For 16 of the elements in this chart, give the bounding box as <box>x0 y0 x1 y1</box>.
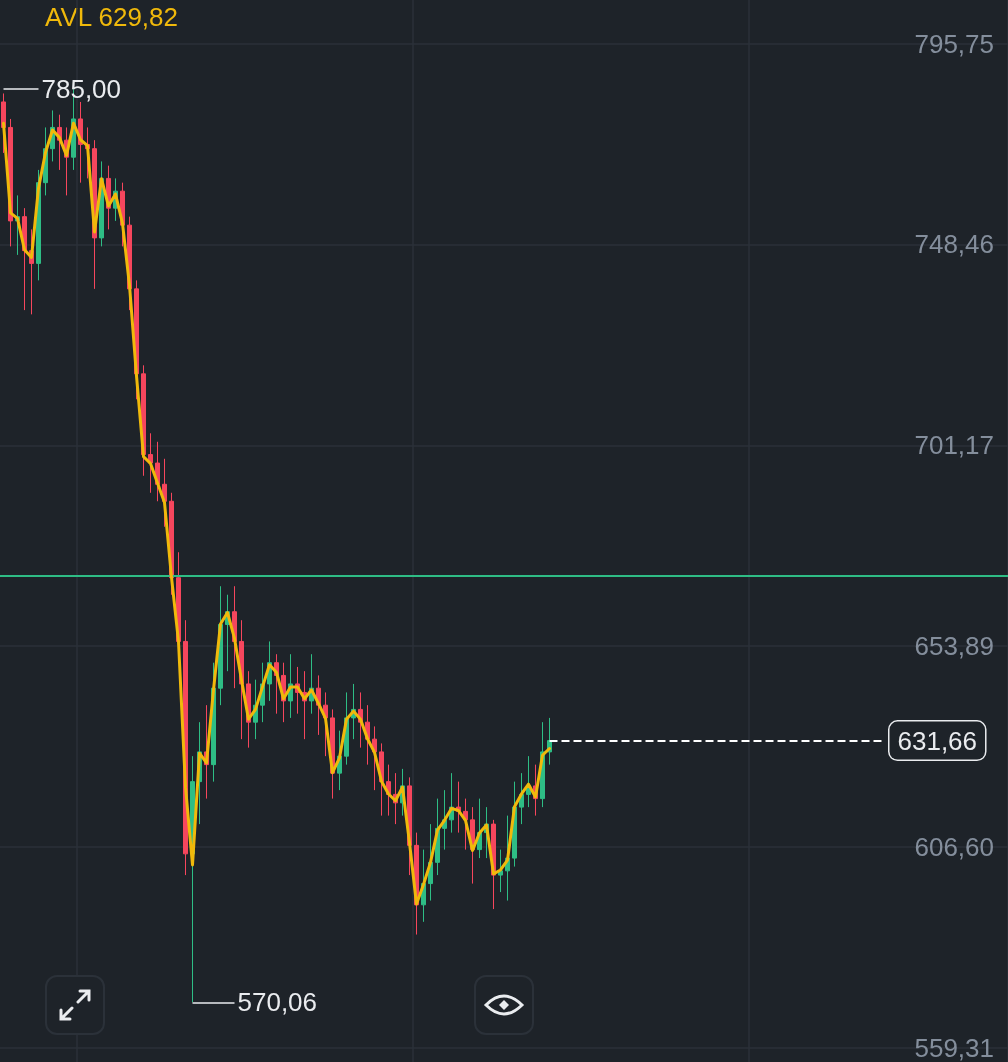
y-tick-label: 748,46 <box>914 229 994 260</box>
candlestick <box>148 432 153 494</box>
ref-line-label: 631,66 <box>897 725 978 756</box>
y-tick-label: 606,60 <box>914 832 994 863</box>
line-series <box>2 121 551 906</box>
candlestick <box>442 789 447 851</box>
candlestick <box>519 772 524 825</box>
candlestick <box>386 764 391 817</box>
y-tick-label: 795,75 <box>914 28 994 59</box>
annotation: 785,00 <box>41 74 122 105</box>
annotation: 570,06 <box>237 987 318 1018</box>
y-tick-label: 701,17 <box>914 430 994 461</box>
y-tick-label: 653,89 <box>914 631 994 662</box>
candlestick <box>498 849 503 893</box>
text: AVL 629,82 <box>45 2 178 32</box>
y-tick-label: 559,31 <box>914 1032 994 1062</box>
